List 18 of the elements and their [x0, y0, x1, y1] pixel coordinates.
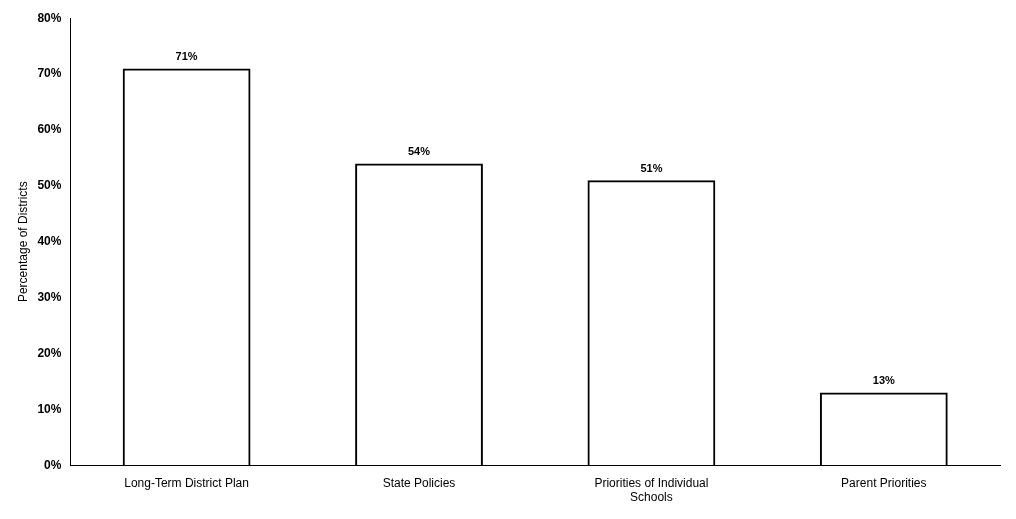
- y-tick-label: 80%: [37, 10, 62, 25]
- x-tick-label: Parent Priorities: [841, 475, 927, 490]
- y-tick-label: 20%: [37, 345, 62, 360]
- x-tick-label: Long-Term District Plan: [124, 475, 249, 490]
- y-tick-label: 40%: [37, 234, 62, 249]
- data-label: 71%: [175, 50, 198, 63]
- y-tick-label: 60%: [37, 122, 62, 137]
- data-label: 51%: [640, 161, 663, 174]
- x-tick-label: Priorities of Individual Schools: [594, 475, 709, 505]
- data-label: 54%: [408, 145, 431, 158]
- y-tick-label: 10%: [37, 401, 62, 416]
- y-tick-label: 30%: [37, 289, 62, 304]
- y-tick-label: 0%: [44, 457, 62, 472]
- y-axis-title: Percentage of Districts: [15, 181, 30, 303]
- y-tick-label: 50%: [37, 178, 62, 193]
- y-tick-label: 70%: [37, 66, 62, 81]
- data-label: 13%: [872, 374, 896, 387]
- x-tick-label: State Policies: [382, 475, 456, 490]
